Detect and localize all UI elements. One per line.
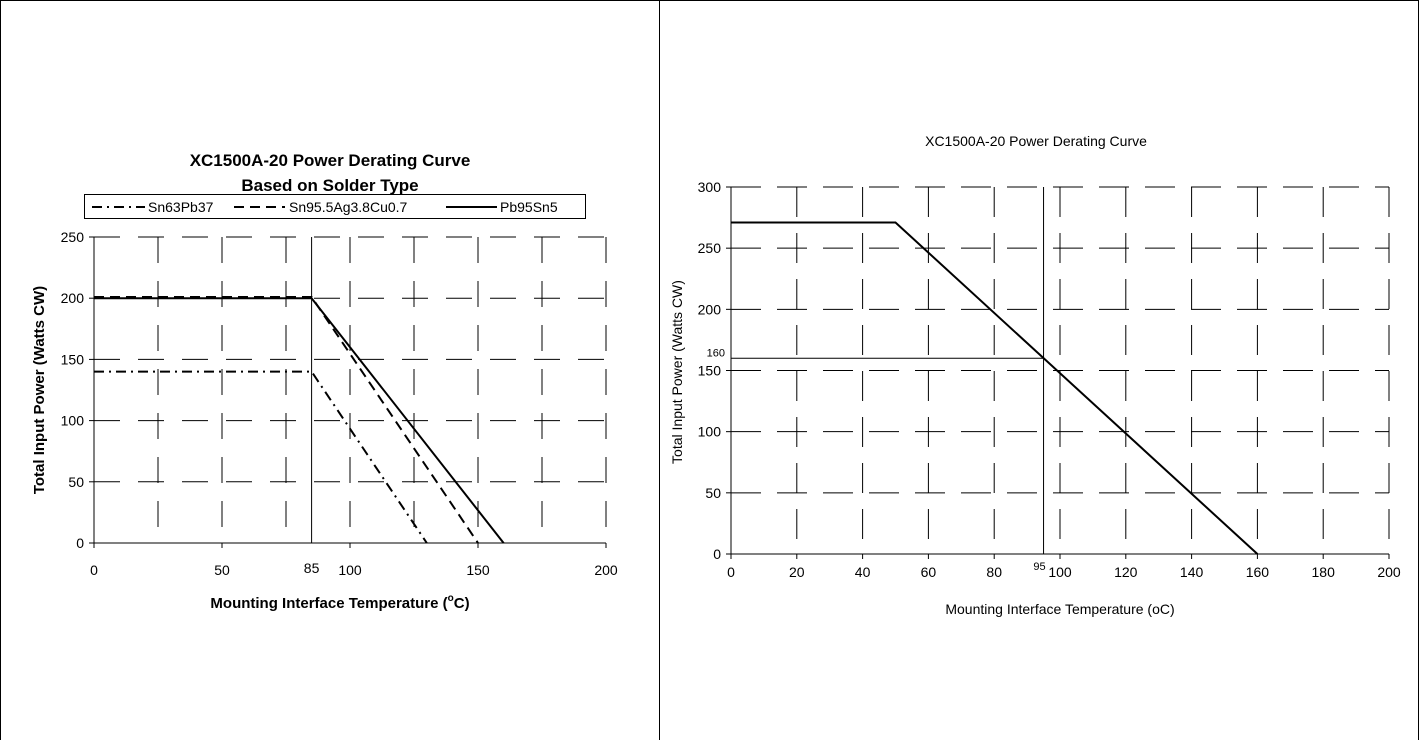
- x-tick-label: 0: [90, 562, 98, 578]
- right-chart-title: XC1500A-20 Power Derating Curve: [925, 133, 1147, 149]
- right-x-axis-label: Mounting Interface Temperature (oC): [945, 601, 1174, 617]
- y-tick-label: 250: [61, 229, 85, 245]
- y-tick-label: 150: [698, 363, 722, 379]
- y-tick-label: 100: [698, 424, 722, 440]
- legend-label-sn63pb37: Sn63Pb37: [148, 199, 214, 215]
- left-x-axis-label: Mounting Interface Temperature (oC): [210, 593, 469, 612]
- x-tick-label: 200: [594, 562, 618, 578]
- legend-label-sn95-5ag3-8cu0-7: Sn95.5Ag3.8Cu0.7: [289, 199, 408, 215]
- left-x-axis-label-superscript: o: [448, 593, 454, 604]
- y-tick-label: 300: [698, 179, 722, 195]
- right-chart-series: [731, 221, 1259, 555]
- right-chart-reference-lines: 95 160: [707, 187, 1046, 573]
- y-tick-label: 200: [698, 301, 722, 317]
- left-chart-ticks: 0 50 100 150 200 250 0 50 100 150 200: [61, 229, 618, 578]
- series-line-series-0: [731, 221, 1259, 555]
- y-tick-label: 0: [76, 535, 84, 551]
- x-tick-label: 100: [1048, 564, 1072, 580]
- right-chart: 0 50 100 150 200 250 300 0 20 40 60 80 100 120 140 160 1…: [669, 133, 1401, 617]
- y-reference-label: 160: [707, 347, 725, 359]
- right-chart-gridlines: [731, 186, 1390, 554]
- x-tick-label: 40: [855, 564, 871, 580]
- left-chart-title-line-2: Based on Solder Type: [241, 176, 418, 195]
- x-tick-label: 100: [338, 562, 362, 578]
- x-tick-label: 140: [1180, 564, 1204, 580]
- x-tick-label: 80: [986, 564, 1002, 580]
- x-tick-label: 120: [1114, 564, 1138, 580]
- x-tick-label: 60: [921, 564, 937, 580]
- left-chart-reference-lines: 85: [304, 237, 320, 576]
- right-y-axis-label: Total Input Power (Watts CW): [669, 280, 685, 464]
- x-tick-label: 0: [727, 564, 735, 580]
- series-line-sn95-5ag3-8cu0-7: [94, 296, 479, 544]
- y-tick-label: 50: [705, 485, 721, 501]
- left-y-axis-label: Total Input Power (Watts CW): [31, 286, 48, 494]
- left-chart: 0 50 100 150 200 250 0 50 100 150 200 85 XC1500A-2…: [31, 151, 618, 612]
- left-chart-series: [94, 296, 505, 544]
- legend-box: [84, 194, 586, 219]
- left-x-axis-label-main: Mounting Interface Temperature (: [210, 595, 447, 612]
- right-chart-ticks: 0 50 100 150 200 250 300 0 20 40 60 80 100 120 140 160 1…: [698, 179, 1401, 580]
- y-tick-label: 250: [698, 240, 722, 256]
- x-tick-label: 50: [214, 562, 230, 578]
- x-reference-label: 85: [304, 560, 320, 576]
- x-tick-label: 20: [789, 564, 805, 580]
- y-tick-label: 150: [61, 351, 85, 367]
- series-line-sn63pb37: [94, 370, 428, 544]
- x-reference-label: 95: [1033, 561, 1045, 573]
- x-tick-label: 150: [466, 562, 490, 578]
- x-tick-label: 200: [1377, 564, 1401, 580]
- left-chart-title-line-1: XC1500A-20 Power Derating Curve: [190, 151, 471, 170]
- legend-label-pb95sn5: Pb95Sn5: [500, 199, 558, 215]
- y-tick-label: 50: [68, 474, 84, 490]
- y-tick-label: 200: [61, 290, 85, 306]
- y-tick-label: 100: [61, 413, 85, 429]
- x-tick-label: 180: [1312, 564, 1336, 580]
- x-tick-label: 160: [1246, 564, 1270, 580]
- left-x-axis-label-tail: C): [454, 595, 470, 612]
- left-chart-legend: Sn63Pb37 Sn95.5Ag3.8Cu0.7 Pb95Sn5: [84, 194, 586, 219]
- left-chart-gridlines: [94, 236, 607, 543]
- y-tick-label: 0: [713, 546, 721, 562]
- series-line-pb95sn5: [94, 297, 505, 544]
